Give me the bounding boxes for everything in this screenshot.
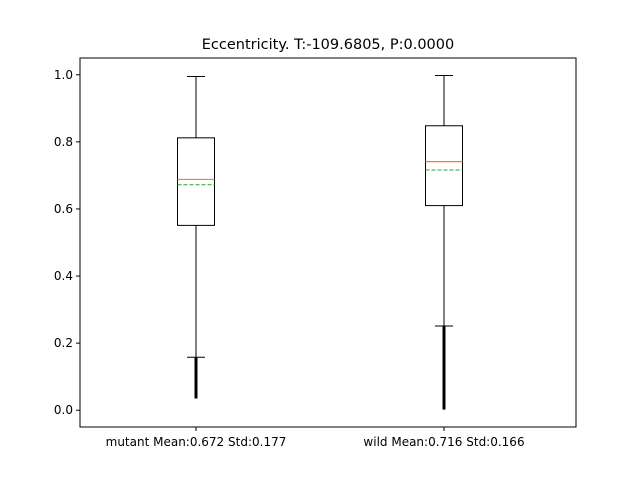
box-series (177, 74, 463, 410)
box-2 (425, 74, 463, 410)
y-tick-label: 0.6 (54, 202, 73, 216)
iqr-box (425, 125, 463, 207)
iqr-box (177, 137, 215, 226)
box-1 (177, 75, 215, 399)
y-tick-label: 0.0 (54, 403, 73, 417)
y-tick-label: 0.4 (54, 269, 73, 283)
outlier-points (442, 326, 446, 410)
y-tick-label: 0.2 (54, 336, 73, 350)
x-tick-label: wild Mean:0.716 Std:0.166 (363, 435, 524, 449)
y-axis: 0.0 0.2 0.4 0.6 0.8 1.0 (54, 68, 80, 417)
plot-frame (79, 57, 577, 428)
outlier-points (194, 357, 198, 399)
y-tick-label: 0.8 (54, 135, 73, 149)
y-tick-label: 1.0 (54, 68, 73, 82)
chart-title: Eccentricity. T:-109.6805, P:0.0000 (202, 37, 454, 53)
x-axis: mutant Mean:0.672 Std:0.177 wild Mean:0.7… (106, 427, 525, 449)
x-tick-label: mutant Mean:0.672 Std:0.177 (106, 435, 287, 449)
